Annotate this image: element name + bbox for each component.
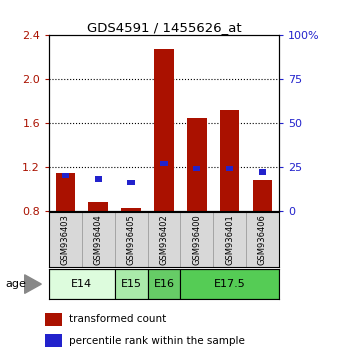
Bar [127, 180, 135, 185]
Bar [252, 180, 272, 211]
Bar [115, 269, 147, 299]
Bar [62, 173, 69, 178]
Bar [193, 166, 200, 171]
Bar [45, 334, 62, 347]
Bar [154, 48, 174, 211]
Text: GSM936406: GSM936406 [258, 215, 267, 265]
Bar [45, 313, 62, 326]
Bar [180, 212, 213, 267]
Text: GSM936402: GSM936402 [160, 215, 168, 265]
Bar [115, 212, 147, 267]
Text: percentile rank within the sample: percentile rank within the sample [69, 336, 245, 346]
Bar [147, 212, 180, 267]
Bar [147, 269, 180, 299]
Bar [89, 202, 108, 211]
Text: transformed count: transformed count [69, 314, 166, 325]
Text: GSM936405: GSM936405 [127, 215, 136, 265]
Bar [55, 173, 75, 211]
Text: E15: E15 [121, 279, 142, 289]
Bar [95, 176, 102, 182]
Text: GSM936400: GSM936400 [192, 215, 201, 265]
Bar [121, 209, 141, 211]
Text: E17.5: E17.5 [214, 279, 245, 289]
Bar [226, 166, 233, 171]
Bar [187, 118, 207, 211]
Polygon shape [25, 275, 41, 293]
Bar [160, 161, 168, 166]
Text: GSM936403: GSM936403 [61, 215, 70, 265]
Bar [259, 169, 266, 175]
Bar [49, 269, 115, 299]
Title: GDS4591 / 1455626_at: GDS4591 / 1455626_at [87, 21, 241, 34]
Text: GSM936404: GSM936404 [94, 215, 103, 265]
Bar [49, 212, 82, 267]
Bar [220, 110, 239, 211]
Text: GSM936401: GSM936401 [225, 215, 234, 265]
Bar [82, 212, 115, 267]
Bar [213, 212, 246, 267]
Bar [180, 269, 279, 299]
Text: age: age [5, 279, 26, 289]
Bar [246, 212, 279, 267]
Text: E14: E14 [71, 279, 92, 289]
Text: E16: E16 [153, 279, 174, 289]
